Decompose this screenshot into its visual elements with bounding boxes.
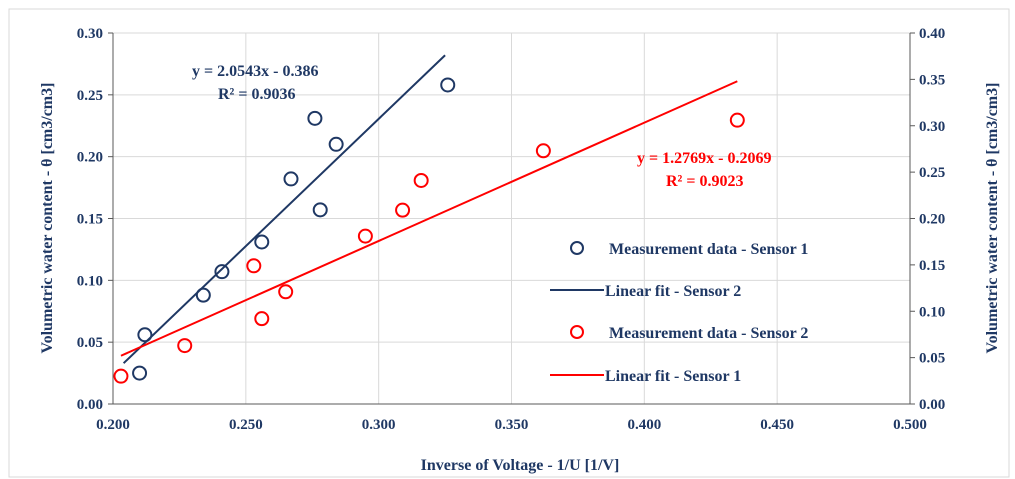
x-tick-label: 0.400 [627,417,661,433]
legend-label: Linear fit - Sensor 1 [605,368,741,385]
data-point-series-2 [729,112,745,128]
r-squared-sensor-2: R² = 0.9023 [666,173,743,190]
legend-label: Measurement data - Sensor 2 [609,325,808,342]
data-point-series-2 [278,284,294,300]
y-tick-label-right: 0.00 [919,397,945,413]
x-tick-label: 0.500 [893,417,927,433]
fit-line-series-3 [120,80,738,357]
data-marks [113,54,745,384]
x-tick-label: 0.350 [495,417,529,433]
legend-item-measurement-sensor-2: Measurement data - Sensor 2 [570,325,808,342]
y-tick-label-right: 0.40 [919,26,945,42]
legend-item-measurement-sensor-1: Measurement data - Sensor 1 [570,241,808,258]
y-tick-label-right: 0.35 [919,72,945,88]
legend: Measurement data - Sensor 1 Linear fit -… [550,241,808,385]
legend-label: Measurement data - Sensor 1 [609,241,808,258]
y-tick-label-right: 0.05 [919,351,945,367]
data-point-series-0 [283,171,299,187]
legend-item-fit-sensor-2: Linear fit - Sensor 2 [550,283,741,300]
y-tick-label-left: 0.15 [77,212,103,228]
fit-equation-sensor-2: y = 1.2769x - 0.2069 [637,150,771,167]
data-point-series-0 [137,327,153,343]
legend-marker-circle [570,241,584,255]
data-point-series-0 [312,202,328,218]
r-squared-sensor-1: R² = 0.9036 [218,86,295,103]
y-tick-label-right: 0.30 [919,119,945,135]
y-axis-title-right: Volumetric water content - θ [cm3/cm3] [984,83,1001,354]
y-axis-title-left: Volumetric water content - θ [cm3/cm3] [39,83,56,354]
data-point-series-0 [254,234,270,250]
legend-item-fit-sensor-1: Linear fit - Sensor 1 [550,368,741,385]
data-point-series-2 [254,311,270,327]
y-tick-label-right: 0.15 [919,258,945,274]
y-tick-label-left: 0.20 [77,150,103,166]
data-point-series-2 [246,258,262,274]
data-point-series-0 [195,287,211,303]
x-tick-label: 0.450 [760,417,794,433]
data-point-series-0 [328,136,344,152]
data-point-series-0 [440,77,456,93]
y-tick-label-left: 0.25 [77,88,103,104]
data-point-series-2 [395,202,411,218]
data-point-series-0 [132,365,148,381]
data-point-series-2 [357,228,373,244]
x-axis-title: Inverse of Voltage - 1/U [1/V] [421,457,620,474]
data-point-series-0 [214,264,230,280]
fit-equation-sensor-1: y = 2.0543x - 0.386 [192,63,318,80]
fit-line-series-1 [122,54,446,364]
legend-label: Linear fit - Sensor 2 [605,283,741,300]
chart-frame [8,8,1010,478]
y-tick-label-right: 0.10 [919,304,945,320]
y-tick-label-left: 0.30 [77,26,103,42]
legend-marker-circle [570,325,584,339]
data-point-series-2 [535,143,551,159]
x-tick-label: 0.200 [96,417,130,433]
data-point-series-0 [307,110,323,126]
data-point-series-2 [113,368,129,384]
y-tick-label-left: 0.05 [77,335,103,351]
tick-labels: 0.200 0.250 0.300 0.350 0.400 0.450 0.500 0.00 0… [77,26,946,433]
data-point-series-2 [413,172,429,188]
x-tick-label: 0.300 [362,417,396,433]
y-tick-label-right: 0.20 [919,212,945,228]
axes [108,32,915,405]
y-tick-label-left: 0.10 [77,273,103,289]
y-tick-label-left: 0.00 [77,397,103,413]
data-point-series-2 [177,338,193,354]
x-tick-label: 0.250 [229,417,263,433]
y-tick-label-right: 0.25 [919,165,945,181]
gridlines [112,32,911,405]
